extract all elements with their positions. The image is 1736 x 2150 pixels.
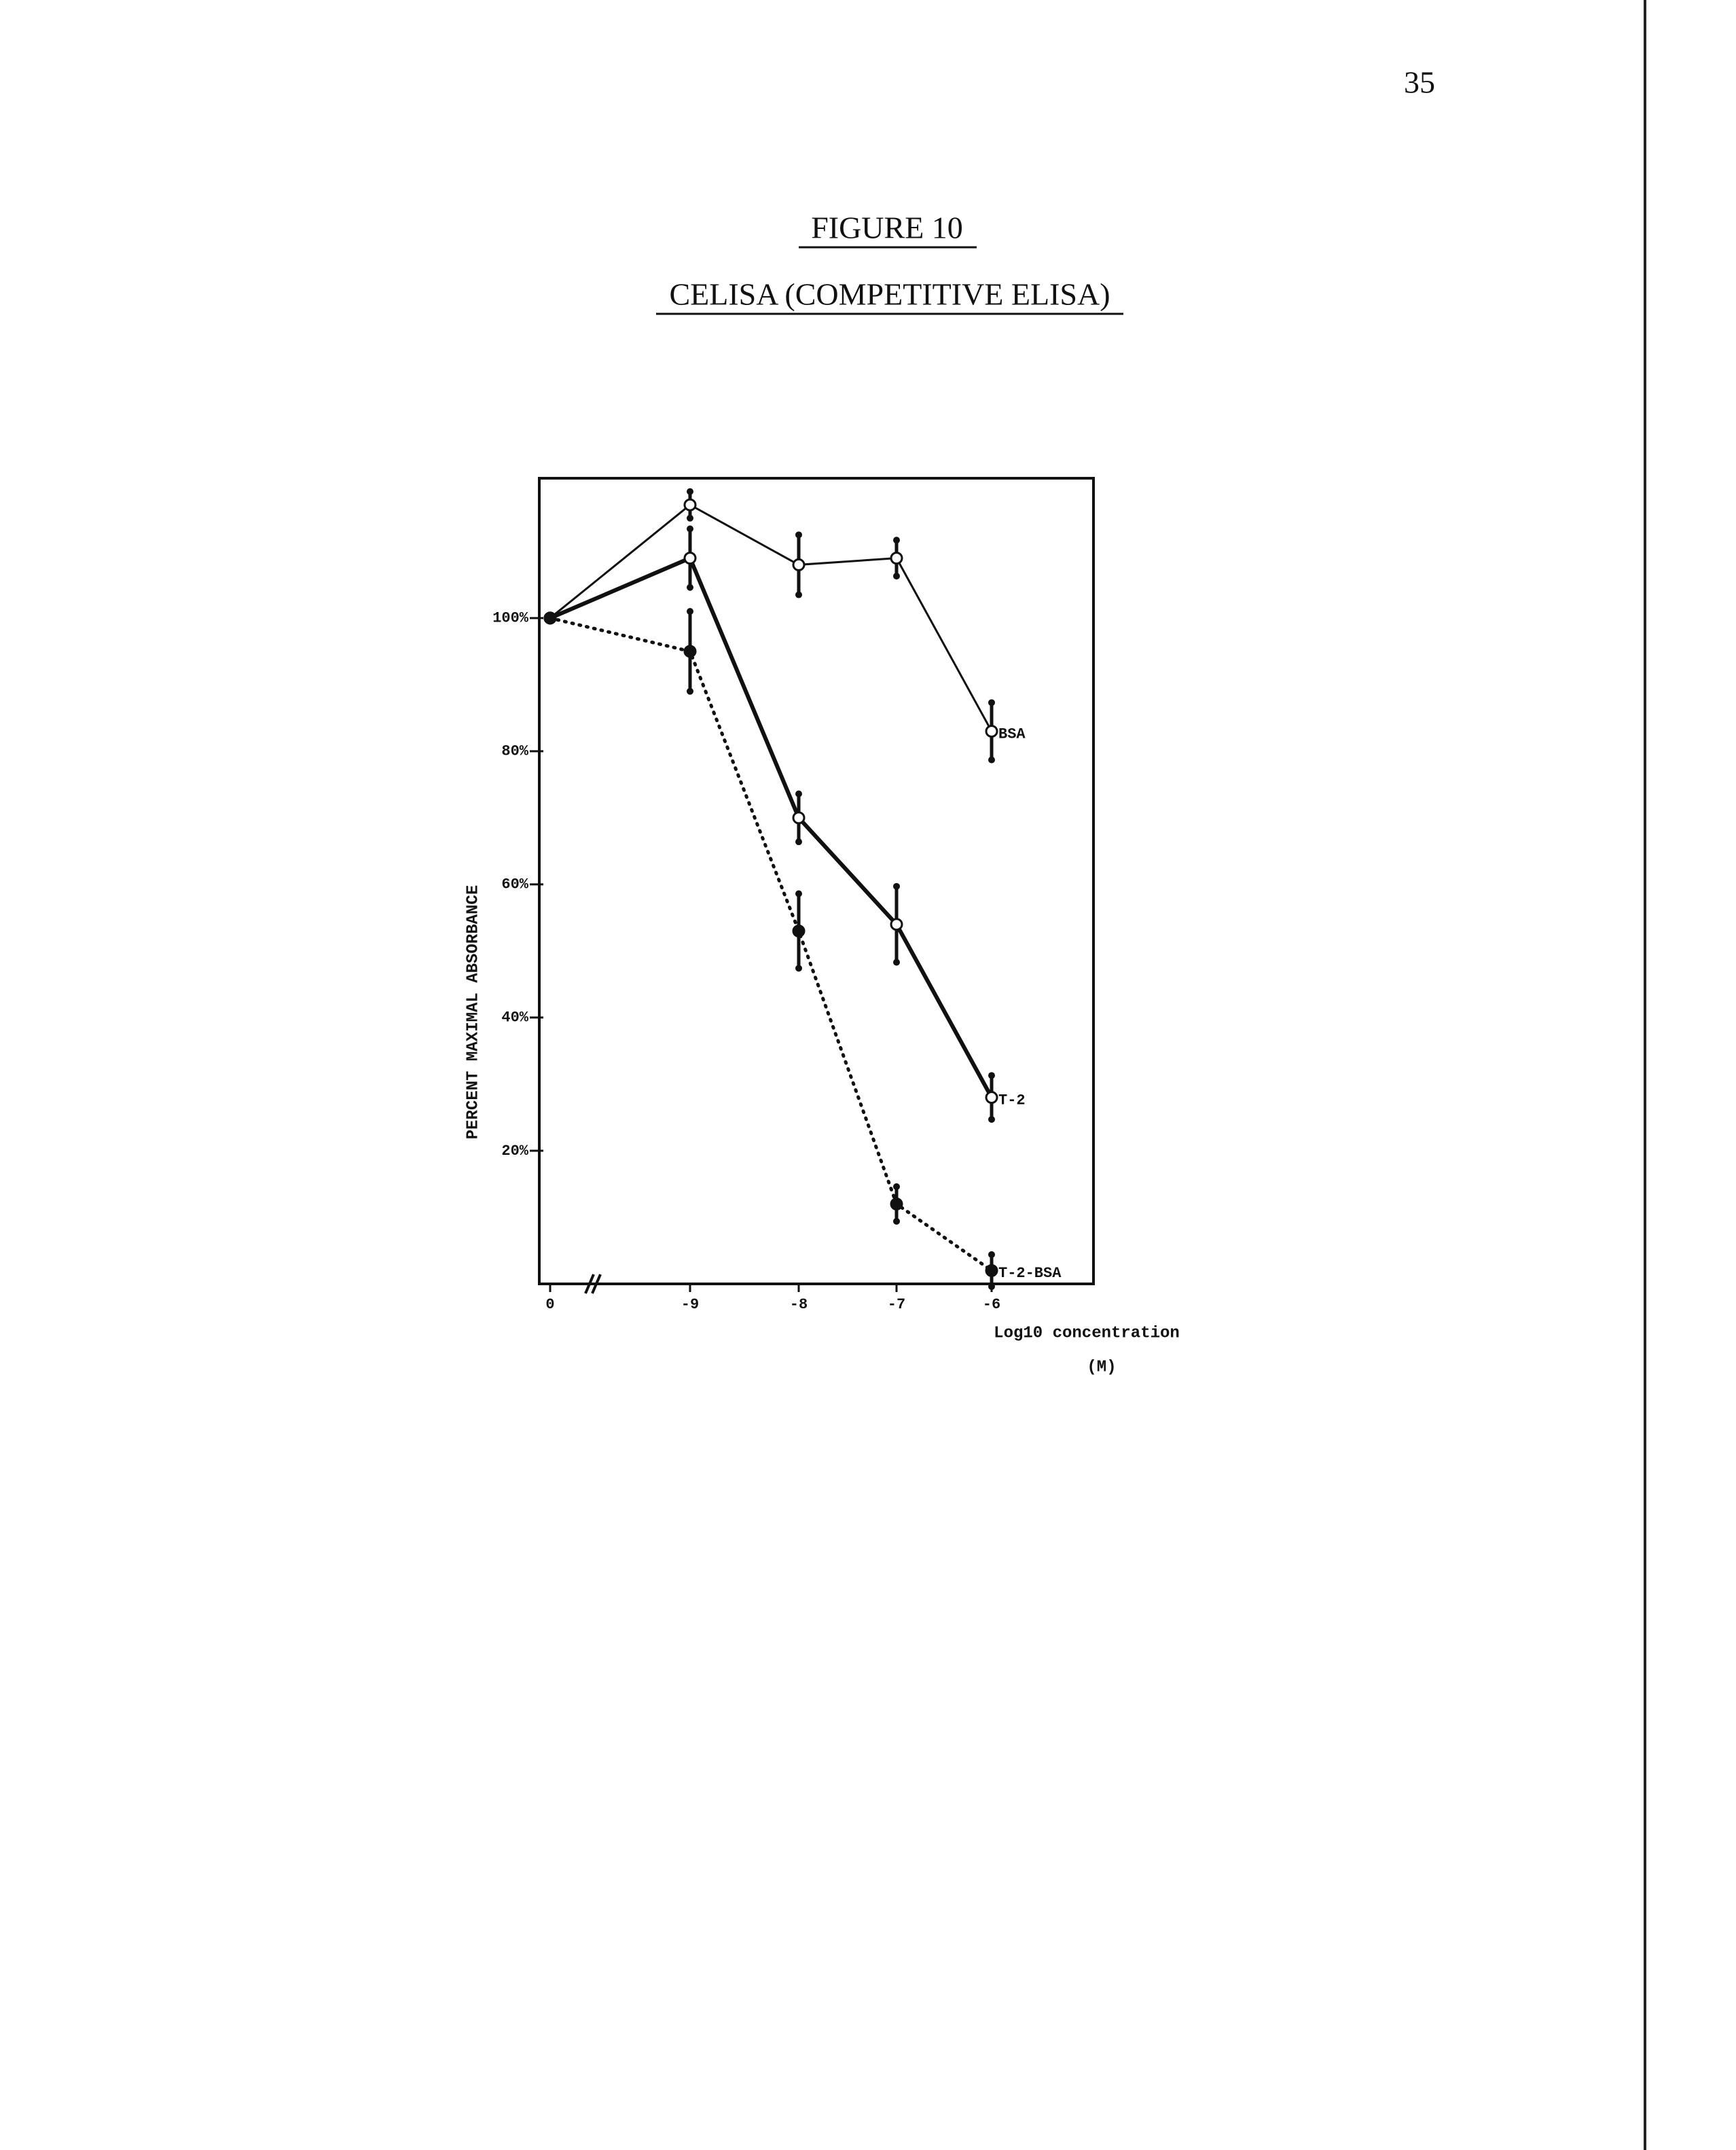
error-cap [893,1217,900,1225]
error-cap [795,591,802,598]
data-point [792,811,806,825]
x-tick-label: -6 [983,1296,1000,1313]
error-cap [988,756,995,764]
figure-title: CELISA (COMPETITIVE ELISA) [669,277,1110,312]
error-cap [687,687,693,695]
error-cap [795,531,802,539]
error-cap [893,882,900,890]
error-cap [988,1251,995,1258]
page-number: 35 [1404,65,1435,100]
error-cap [893,958,900,966]
x-tick-label: 0 [545,1296,554,1313]
x-tick-label: -8 [790,1296,808,1313]
y-tick-label: 40% [501,1009,528,1026]
data-point [890,1197,903,1211]
error-cap [988,699,995,706]
figure-label: FIGURE 10 [811,211,963,245]
data-point [543,611,557,625]
x-axis-unit: (M) [1087,1358,1116,1376]
data-point [890,552,903,565]
data-point [683,498,697,512]
data-point [792,558,806,571]
series-label: T-2 [998,1092,1026,1109]
error-cap [795,838,802,846]
data-point [683,552,697,565]
x-tick-label: -9 [681,1296,699,1313]
error-cap [687,514,693,522]
y-tick-label: 80% [501,743,528,760]
error-cap [893,573,900,580]
error-cap [988,1072,995,1079]
error-cap [687,584,693,591]
error-cap [795,790,802,798]
data-point [683,645,697,658]
error-cap [687,488,693,495]
error-cap [893,1183,900,1190]
data-point [985,724,998,738]
error-cap [988,1283,995,1290]
error-cap [687,525,693,533]
series-label: T-2-BSA [998,1265,1062,1282]
x-tick-label: -7 [888,1296,905,1313]
error-cap [687,608,693,615]
data-point [792,925,806,938]
error-cap [988,1115,995,1123]
y-tick-label: 100% [492,610,529,627]
x-axis-label: Log10 concentration [994,1324,1180,1342]
y-tick-label: 60% [501,876,528,893]
y-tick-label: 20% [501,1143,528,1160]
error-cap [893,537,900,544]
error-cap [795,890,802,897]
data-point [985,1264,998,1277]
y-axis-label: PERCENT MAXIMAL ABSORBANCE [464,885,482,1139]
data-point [985,1091,998,1105]
error-cap [795,965,802,972]
data-point [890,918,903,931]
series-label: BSA [998,725,1026,742]
